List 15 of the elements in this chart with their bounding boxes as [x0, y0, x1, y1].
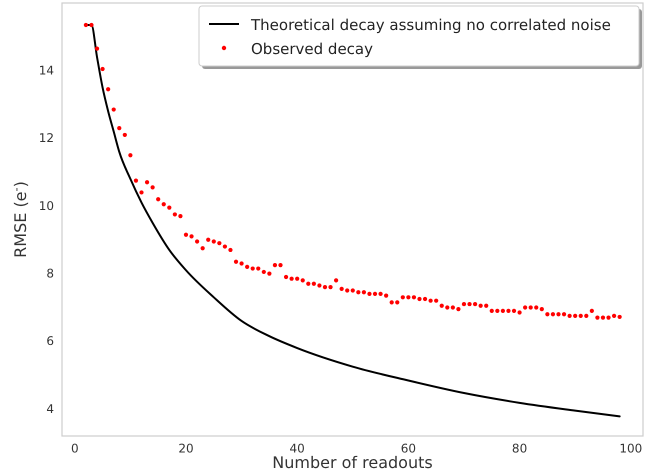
- x-axis-title: Number of readouts: [272, 453, 433, 472]
- x-tick-label: 0: [70, 442, 79, 456]
- x-tick-label: 80: [512, 442, 528, 456]
- y-tick-label: 8: [46, 266, 54, 280]
- x-tick-label: 60: [400, 442, 416, 456]
- y-tick-label: 6: [46, 334, 54, 348]
- x-tick-label: 20: [178, 442, 194, 456]
- x-tick-label: 100: [619, 442, 642, 456]
- legend-label: Theoretical decay assuming no correlated noise: [250, 16, 611, 34]
- y-tick-label: 14: [38, 63, 54, 78]
- legend-label: Observed decay: [251, 40, 374, 58]
- y-tick-label: 12: [38, 131, 54, 146]
- x-tick-label: 40: [290, 442, 305, 456]
- y-tick-label: 10: [38, 198, 54, 213]
- y-tick-label: 4: [46, 402, 54, 416]
